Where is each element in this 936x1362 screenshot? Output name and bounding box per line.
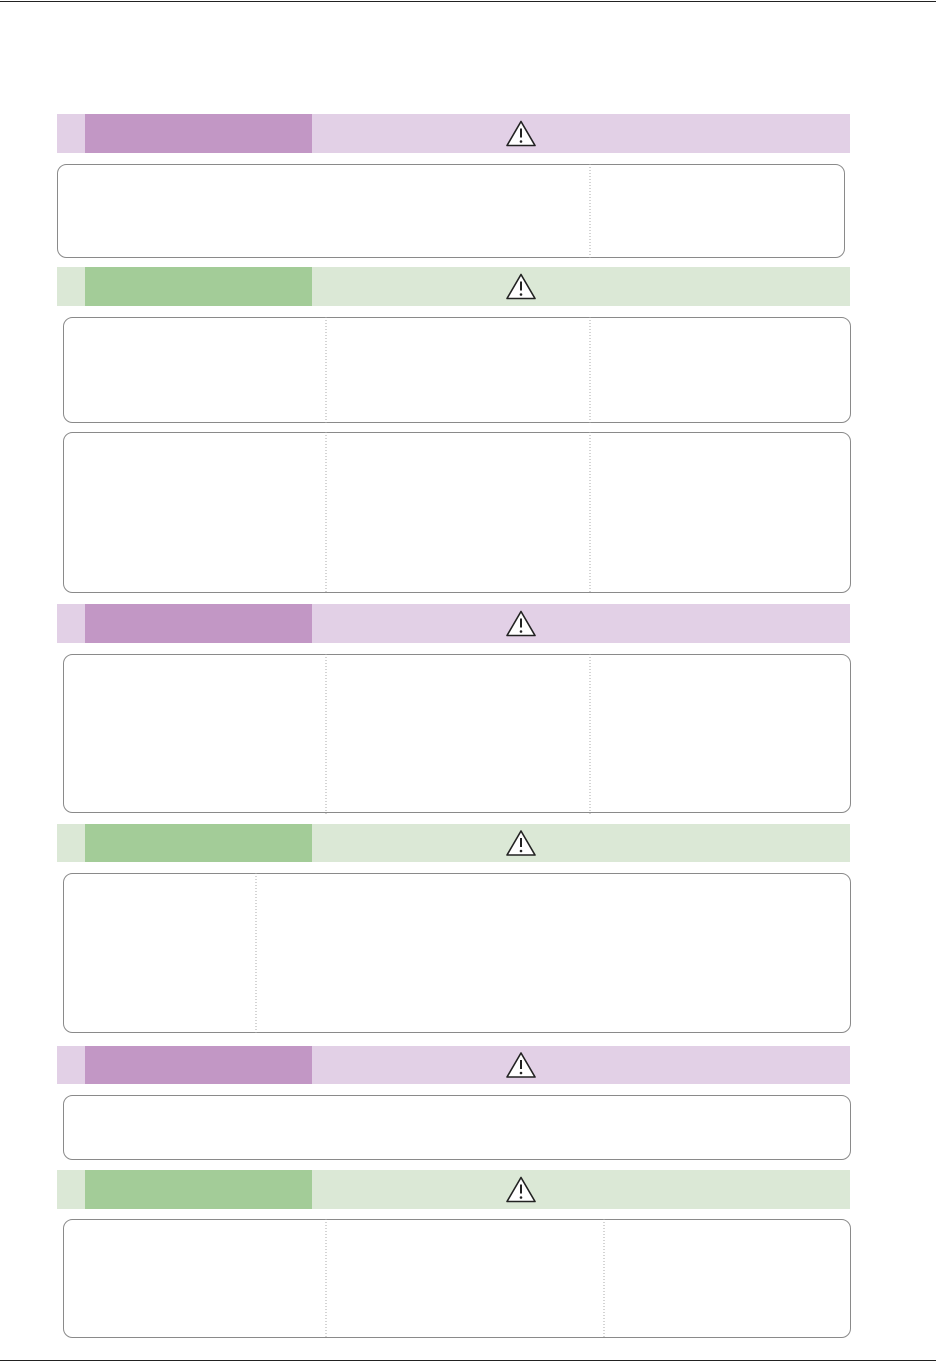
content-box bbox=[63, 873, 851, 1033]
content-box bbox=[63, 317, 851, 423]
section-tab bbox=[85, 267, 312, 306]
warning-dot bbox=[519, 293, 523, 296]
section-tab bbox=[85, 1170, 312, 1209]
warning-dot bbox=[519, 630, 523, 633]
section-tab bbox=[85, 114, 312, 153]
content-box bbox=[63, 654, 851, 813]
warning-dot bbox=[519, 849, 523, 853]
section-tab bbox=[85, 1046, 312, 1084]
section-tab bbox=[85, 604, 312, 643]
warning-dot bbox=[519, 1071, 523, 1075]
content-box bbox=[63, 1219, 851, 1338]
warning-dot bbox=[519, 1196, 523, 1199]
content-box bbox=[63, 432, 851, 593]
section-tab bbox=[85, 824, 312, 862]
content-box bbox=[57, 164, 845, 258]
warning-dot bbox=[519, 140, 523, 143]
content-box bbox=[63, 1095, 851, 1160]
